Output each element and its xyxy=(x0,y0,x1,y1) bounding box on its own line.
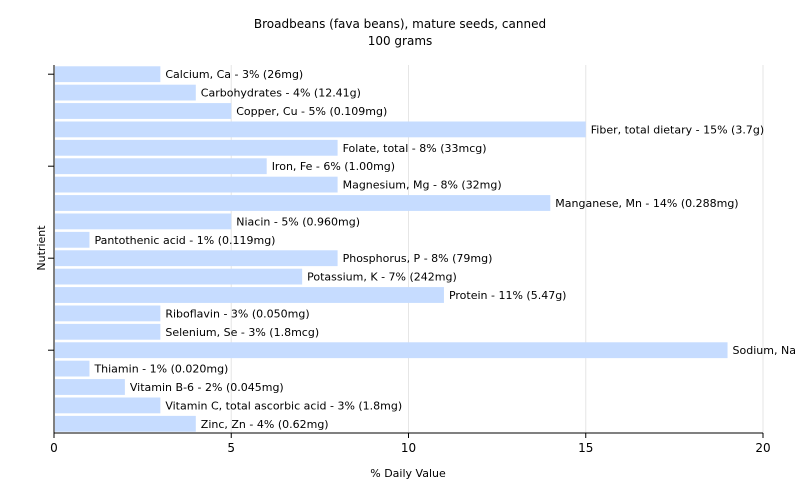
bar xyxy=(55,397,161,414)
bar xyxy=(55,66,161,83)
x-tick-label: 15 xyxy=(578,441,593,455)
chart-subtitle: 100 grams xyxy=(368,34,433,48)
bar xyxy=(55,360,90,377)
bars-group: Calcium, Ca - 3% (26mg) Carbohydrates - 4… xyxy=(55,66,800,432)
x-axis-label: % Daily Value xyxy=(370,467,446,480)
data-label: Niacin - 5% (0.960mg) xyxy=(236,215,360,228)
data-label: Fiber, total dietary - 15% (3.7g) xyxy=(591,123,764,136)
bar xyxy=(55,305,161,322)
bar xyxy=(55,250,338,267)
bar xyxy=(55,195,551,211)
x-tick-label: 10 xyxy=(401,441,416,455)
x-tick-label: 20 xyxy=(755,441,770,455)
x-tick-label: 5 xyxy=(227,441,235,455)
data-label: Calcium, Ca - 3% (26mg) xyxy=(165,68,303,81)
bar xyxy=(55,176,338,193)
data-label: Potassium, K - 7% (242mg) xyxy=(307,271,457,284)
data-label: Vitamin B-6 - 2% (0.045mg) xyxy=(130,381,284,394)
data-label: Riboflavin - 3% (0.050mg) xyxy=(165,307,309,320)
chart-title: Broadbeans (fava beans), mature seeds, c… xyxy=(254,17,546,31)
bar xyxy=(55,342,728,359)
y-axis-label: Nutrient xyxy=(35,225,48,271)
data-label: Manganese, Mn - 14% (0.288mg) xyxy=(555,197,738,210)
bar xyxy=(55,379,125,395)
data-label: Vitamin C, total ascorbic acid - 3% (1.8… xyxy=(165,399,402,412)
data-label: Iron, Fe - 6% (1.00mg) xyxy=(272,160,395,173)
bar xyxy=(55,121,586,138)
bar xyxy=(55,84,196,101)
x-tick-label: 0 xyxy=(50,441,58,455)
bar xyxy=(55,139,338,156)
bar xyxy=(55,323,161,340)
data-label: Selenium, Se - 3% (1.8mcg) xyxy=(165,326,319,339)
bar xyxy=(55,287,444,303)
bar xyxy=(55,415,196,432)
bar xyxy=(55,231,90,248)
bar xyxy=(55,158,267,175)
data-label: Folate, total - 8% (33mcg) xyxy=(343,142,487,155)
data-label: Thiamin - 1% (0.020mg) xyxy=(93,363,228,376)
data-label: Sodium, Na - 19% (453mg) xyxy=(733,344,800,357)
data-label: Magnesium, Mg - 8% (32mg) xyxy=(343,179,502,192)
data-label: Copper, Cu - 5% (0.109mg) xyxy=(236,105,387,118)
bar xyxy=(55,268,303,285)
data-label: Carbohydrates - 4% (12.41g) xyxy=(201,87,361,100)
data-label: Phosphorus, P - 8% (79mg) xyxy=(343,252,493,265)
data-label: Pantothenic acid - 1% (0.119mg) xyxy=(94,234,275,247)
axes-group: 0 5 10 15 20 xyxy=(48,65,771,455)
data-label: Protein - 11% (5.47g) xyxy=(449,289,567,302)
grid-lines xyxy=(230,65,764,433)
bar xyxy=(55,213,232,230)
bar xyxy=(55,103,232,119)
data-label: Zinc, Zn - 4% (0.62mg) xyxy=(201,418,329,431)
